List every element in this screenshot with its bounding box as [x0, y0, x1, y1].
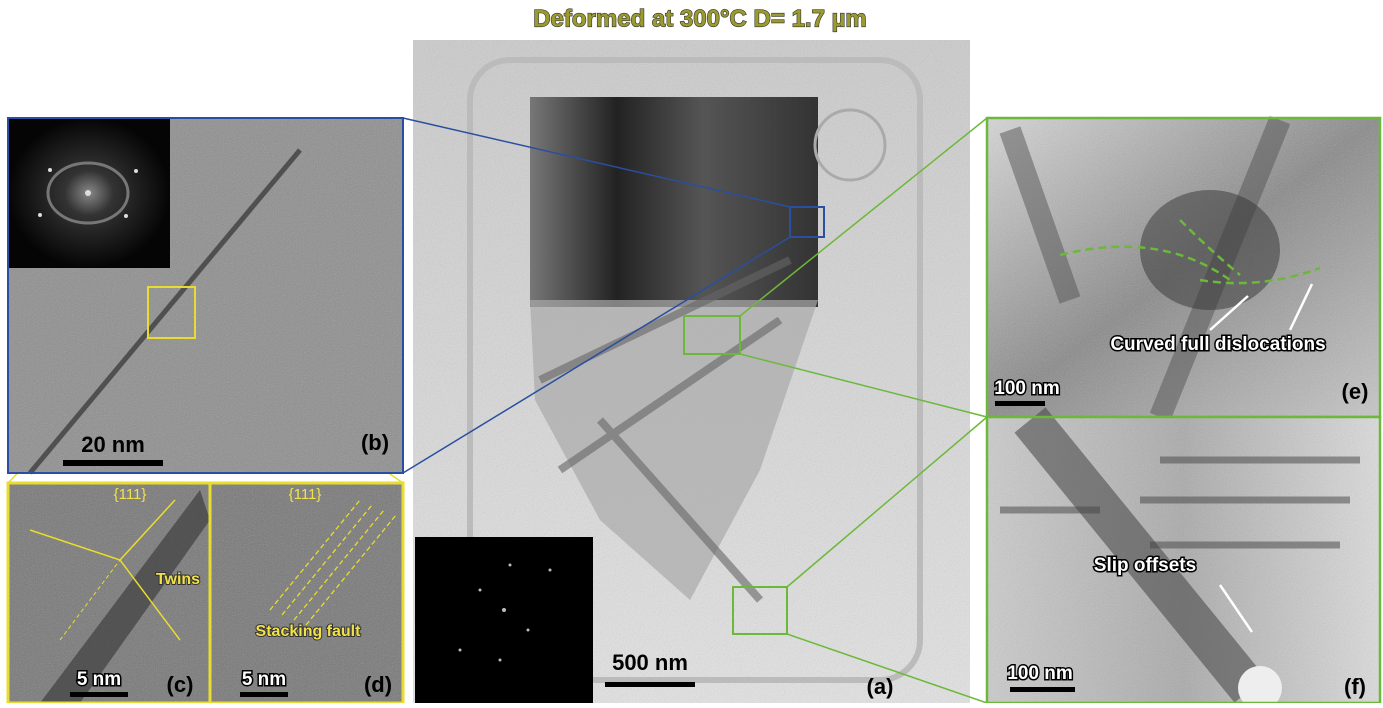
annotation: {111}	[289, 486, 322, 503]
figure-body: Deformed at 300°C D= 1.7 µm 500 nm (a) 2…	[8, 5, 1380, 703]
panel-label: (b)	[361, 430, 389, 455]
panel-label: (e)	[1342, 379, 1369, 404]
panel-b: 20 nm (b)	[8, 118, 403, 473]
panel-d: {111} Stacking fault 5 nm (d)	[210, 483, 403, 703]
annotation: {111}	[114, 486, 147, 503]
panel-e: Curved full dislocations 100 nm (e)	[987, 118, 1380, 417]
panel-label: (f)	[1344, 674, 1366, 699]
scale-bar-label: 5 nm	[77, 669, 121, 690]
panel-f: Slip offsets 100 nm (f)	[987, 417, 1380, 703]
annotation: Twins	[156, 571, 200, 588]
scale-bar-label: 20 nm	[81, 432, 145, 457]
figure: Deformed at 300°C D= 1.7 µm 500 nm (a) 2…	[0, 0, 1383, 703]
panel-label: (d)	[364, 672, 392, 697]
scale-bar-label: 5 nm	[242, 669, 286, 690]
scale-bar-label: 500 nm	[612, 650, 688, 675]
scale-bar-label: 100 nm	[1007, 663, 1072, 684]
annotation: Stacking fault	[256, 623, 362, 640]
scale-bar-label: 100 nm	[994, 378, 1059, 399]
annotation: Slip offsets	[1094, 555, 1196, 576]
figure-title: Deformed at 300°C D= 1.7 µm	[533, 5, 867, 32]
panel-label: (a)	[867, 674, 894, 699]
panel-c: {111} Twins 5 nm (c)	[8, 483, 210, 703]
panel-label: (c)	[167, 672, 194, 697]
annotation: Curved full dislocations	[1110, 334, 1325, 355]
